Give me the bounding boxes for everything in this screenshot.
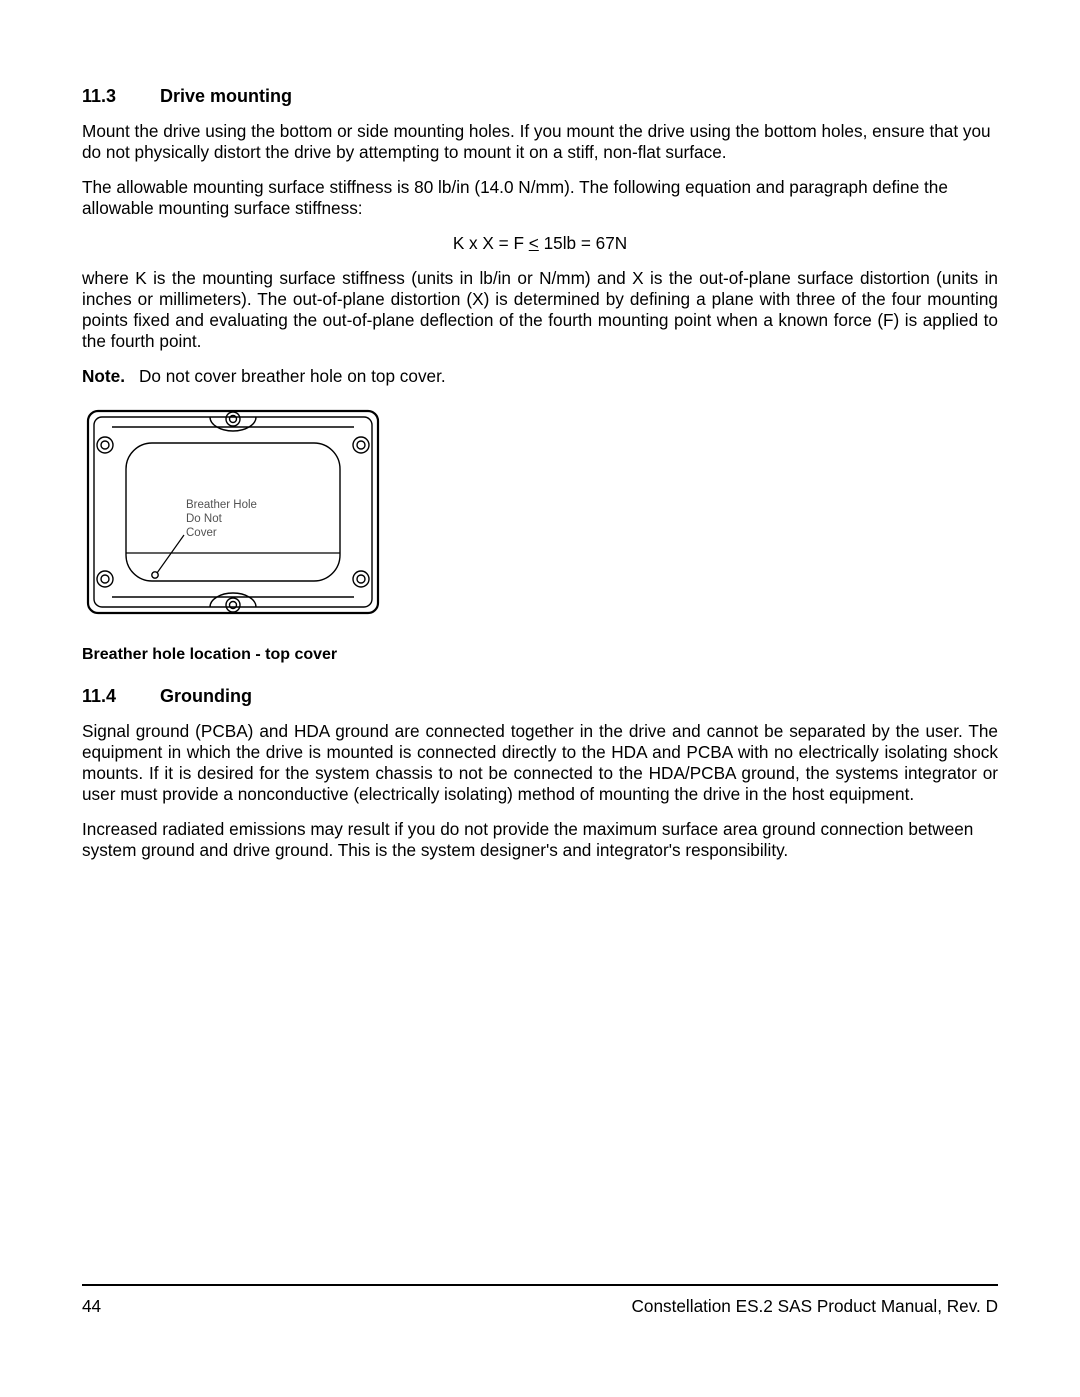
para-11-3-2: The allowable mounting surface stiffness… (82, 177, 998, 219)
footer-rule (82, 1284, 998, 1286)
figure-label-line3: Cover (186, 527, 217, 539)
page: 11.3Drive mounting Mount the drive using… (0, 0, 1080, 1397)
figure-caption: Breather hole location - top cover (82, 646, 998, 664)
para-11-4-2: Increased radiated emissions may result … (82, 819, 998, 861)
heading-11-4: 11.4Grounding (82, 686, 998, 707)
equation-text: K x X = F < 15lb = 67N (453, 233, 627, 254)
heading-11-4-number: 11.4 (82, 686, 160, 707)
para-11-3-3: where K is the mounting surface stiffnes… (82, 268, 998, 352)
figure-breather-hole: Breather Hole Do Not Cover (82, 405, 998, 624)
para-11-4-1: Signal ground (PCBA) and HDA ground are … (82, 721, 998, 805)
note-text: Do not cover breather hole on top cover. (139, 366, 446, 386)
heading-11-3-title: Drive mounting (160, 86, 292, 106)
note-label: Note. (82, 366, 125, 386)
doc-title: Constellation ES.2 SAS Product Manual, R… (631, 1296, 998, 1317)
drive-top-cover-svg: Breather Hole Do Not Cover (82, 405, 384, 619)
figure-label-line2: Do Not (186, 513, 223, 525)
note-11-3: Note. Do not cover breather hole on top c… (82, 366, 998, 387)
heading-11-4-title: Grounding (160, 686, 252, 706)
para-11-3-1: Mount the drive using the bottom or side… (82, 121, 998, 163)
heading-11-3: 11.3Drive mounting (82, 86, 998, 107)
page-footer: 44 Constellation ES.2 SAS Product Manual… (82, 1284, 998, 1317)
figure-label-line1: Breather Hole (186, 499, 257, 511)
heading-11-3-number: 11.3 (82, 86, 160, 107)
equation-11-3: K x X = F < 15lb = 67N (82, 233, 998, 254)
page-number: 44 (82, 1296, 101, 1317)
